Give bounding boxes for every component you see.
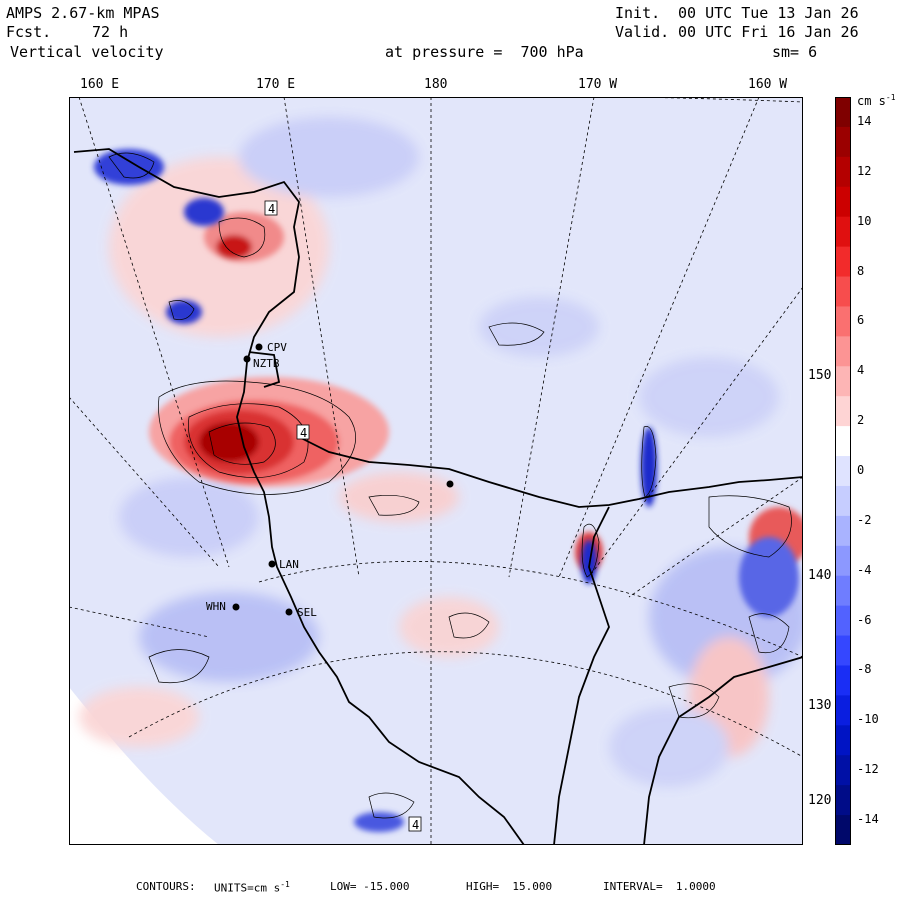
footer-low: LOW= -15.000 — [330, 880, 410, 893]
station-marker-unlabeled — [446, 480, 454, 488]
colorbar-tick-label: -2 — [857, 512, 872, 527]
lon-label-180: 180 — [424, 77, 448, 92]
station-marker-cpv — [255, 343, 263, 351]
field-name: Vertical velocity — [10, 43, 164, 61]
lon-label-160e: 160 E — [80, 77, 120, 92]
station-marker-nztb — [243, 355, 251, 363]
colorbar — [835, 97, 851, 845]
colorbar-cell — [835, 456, 851, 487]
model-title: AMPS 2.67-km MPAS — [6, 4, 160, 22]
graticule — [69, 97, 803, 845]
colorbar-tick-label: -14 — [857, 812, 879, 827]
colorbar-cell — [835, 156, 851, 188]
valid-time: 00 UTC Fri 16 Jan 26 — [678, 23, 859, 41]
colorbar-tick-label: 12 — [857, 163, 872, 178]
lon-label-160w: 160 W — [748, 77, 788, 92]
station-label-nztb: NZTB — [253, 357, 280, 370]
valid-label: Valid. — [615, 23, 670, 41]
colorbar-cell — [835, 785, 851, 816]
colorbar-cell — [835, 695, 851, 726]
footer-high: HIGH= 15.000 — [466, 880, 553, 893]
colorbar-cell — [835, 306, 851, 337]
colorbar-cell — [835, 97, 851, 128]
station-label-cpv: CPV — [267, 341, 287, 354]
colorbar-cell — [835, 276, 851, 307]
colorbar-tick-label: -10 — [857, 712, 879, 727]
colorbar-cell — [835, 216, 851, 248]
colorbar-cell — [835, 126, 851, 158]
station-marker-sel — [285, 608, 293, 616]
contours — [108, 152, 792, 819]
colorbar-tick-label: 8 — [857, 263, 865, 278]
station-label-whn: WHN — [206, 600, 226, 613]
init-label: Init. — [615, 4, 661, 22]
colorbar-cell — [835, 246, 851, 278]
station-markers — [232, 343, 454, 616]
coastlines — [73, 148, 803, 845]
colorbar-cell — [835, 515, 851, 547]
colorbar-tick-label: -6 — [857, 612, 872, 627]
colorbar-cell — [835, 755, 851, 786]
contour-label: 4 — [412, 818, 419, 832]
map-frame — [69, 97, 803, 845]
smoothing: sm= 6 — [772, 43, 818, 61]
footer-units: UNITS=cm s-1 — [214, 880, 290, 895]
colorbar-units: cm s-1 — [857, 93, 896, 108]
colorbar-tick-label: -8 — [857, 662, 872, 677]
colorbar-cell — [835, 485, 851, 517]
forecast-hour: 72 h — [92, 23, 129, 41]
colorbar-tick-label: 0 — [857, 463, 865, 477]
colorbar-cell — [835, 545, 851, 577]
colorbar-cell — [835, 605, 851, 637]
colorbar-tick-label: 6 — [857, 313, 865, 328]
colorbar-tick-label: 10 — [857, 213, 872, 228]
colorbar-cell — [835, 665, 851, 696]
footer-contours-label: CONTOURS: — [136, 880, 196, 893]
lon-label-170w: 170 W — [578, 77, 618, 92]
colorbar-tick-label: 14 — [857, 113, 872, 128]
colorbar-tick-label: -4 — [857, 562, 872, 577]
colorbar-cell — [835, 366, 851, 397]
colorbar-cell — [835, 186, 851, 218]
colorbar-cell — [835, 575, 851, 607]
vertical-velocity-map: CPV NZTB LAN WHN SEL 4 4 4 — [69, 97, 803, 845]
contour-label: 4 — [300, 426, 307, 440]
lon-label-170e: 170 E — [256, 77, 296, 92]
colorbar-cell — [835, 725, 851, 756]
colorbar-tick-label: 2 — [857, 413, 865, 428]
station-label-sel: SEL — [297, 606, 317, 619]
colorbar-tick-label: 4 — [857, 363, 865, 378]
station-marker-whn — [232, 603, 240, 611]
colorbar-cell — [835, 815, 851, 845]
colorbar-cell — [835, 426, 851, 457]
colorbar-cell — [835, 336, 851, 367]
pressure-level: at pressure = 700 hPa — [385, 43, 584, 61]
station-label-lan: LAN — [279, 558, 299, 571]
contour-label: 4 — [268, 202, 275, 216]
footer-interval: INTERVAL= 1.0000 — [603, 880, 716, 893]
colorbar-cell — [835, 635, 851, 666]
init-time: 00 UTC Tue 13 Jan 26 — [678, 4, 859, 22]
colorbar-tick-label: -12 — [857, 762, 879, 777]
station-marker-lan — [268, 560, 276, 568]
forecast-label: Fcst. — [6, 23, 52, 41]
colorbar-cell — [835, 396, 851, 427]
